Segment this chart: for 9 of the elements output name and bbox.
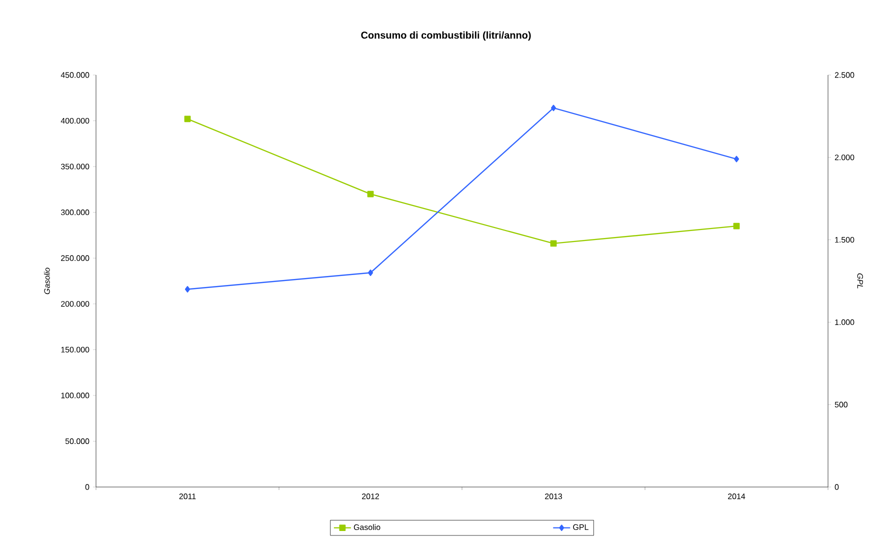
point xyxy=(733,222,740,230)
point xyxy=(550,104,556,112)
point xyxy=(184,116,191,122)
chart-title: Consumo di combustibili (litri/anno) xyxy=(361,31,531,41)
point xyxy=(368,270,374,276)
point xyxy=(367,190,374,198)
point xyxy=(184,286,190,292)
point xyxy=(734,156,740,162)
point xyxy=(550,240,557,247)
